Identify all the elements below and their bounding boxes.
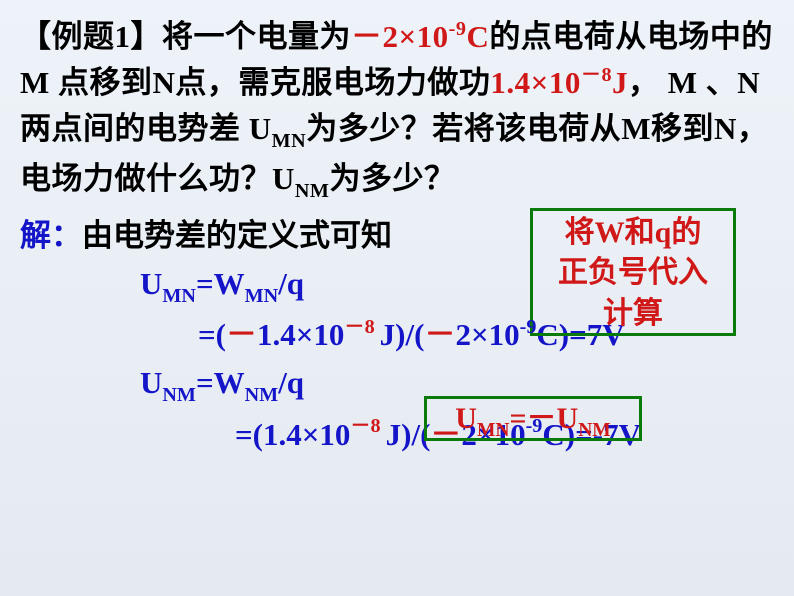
annotation-box-1: 将W和q的 正负号代入 计算 bbox=[530, 208, 736, 336]
solution-block: 将W和q的 正负号代入 计算 UMN=－UNM 解：由电势差的定义式可知 UMN… bbox=[20, 212, 774, 459]
eq2-div: )/( bbox=[395, 317, 424, 352]
eq1-w: =W bbox=[196, 266, 245, 301]
eq4-open: =(1.4×10 bbox=[235, 417, 350, 452]
q-part3c: 为多少？ bbox=[329, 161, 455, 196]
note1-line2: 正负号代入 bbox=[533, 253, 733, 294]
note2-sub1: MN bbox=[477, 420, 510, 441]
unm-sub: NM bbox=[295, 180, 330, 202]
work-unit: J bbox=[612, 65, 628, 100]
eq3-sub1: NM bbox=[162, 384, 196, 406]
eq3-w: =W bbox=[196, 365, 245, 400]
eq3-q: /q bbox=[278, 365, 304, 400]
eq1-sub1: MN bbox=[162, 285, 196, 307]
note2-sub2: NM bbox=[578, 420, 611, 441]
note1-line1: 将W和q的 bbox=[533, 213, 733, 254]
eq1-q: /q bbox=[278, 266, 304, 301]
charge-exp: -9 bbox=[449, 18, 467, 40]
eq3-u: U bbox=[140, 365, 162, 400]
eq2-j: J bbox=[380, 317, 396, 352]
q-part1: 将一个电量为 bbox=[162, 19, 351, 54]
eq-unm-calc: =(1.4×10－8 J)/(－2×10-9C)=-7V bbox=[20, 411, 774, 459]
eq4-j: J bbox=[386, 417, 402, 452]
work-value: 1.4×10 bbox=[490, 65, 580, 100]
eq2-val: 1.4×10 bbox=[257, 317, 344, 352]
work-exp: －8 bbox=[581, 64, 612, 86]
eq4-sup: －8 bbox=[350, 415, 385, 437]
sol-intro: 由电势差的定义式可知 bbox=[82, 218, 392, 253]
note2-eq: = bbox=[509, 402, 526, 435]
eq4-sup2: -9 bbox=[526, 415, 543, 437]
title-bracket: 【例题1】 bbox=[20, 19, 162, 54]
sol-label: 解： bbox=[20, 218, 82, 253]
eq2-open: =( bbox=[198, 317, 226, 352]
eq2-sup: －8 bbox=[344, 316, 379, 338]
note2-u2: U bbox=[557, 402, 579, 435]
charge-value: －2×10 bbox=[351, 19, 449, 54]
eq2-neg1: － bbox=[226, 317, 257, 352]
eq1-sub2: MN bbox=[245, 285, 279, 307]
problem-statement: 【例题1】将一个电量为－2×10-9C的点电荷从电场中的M 点移到N点，需克服电… bbox=[20, 14, 774, 206]
eq1-u: U bbox=[140, 266, 162, 301]
eq2-val2: 2×10 bbox=[455, 317, 519, 352]
umn-sub: MN bbox=[272, 130, 307, 152]
note2-u1: U bbox=[455, 402, 477, 435]
eq2-sup2: -9 bbox=[520, 316, 537, 338]
eq2-neg2: － bbox=[424, 317, 455, 352]
eq3-sub2: NM bbox=[245, 384, 279, 406]
charge-unit: C bbox=[466, 19, 489, 54]
note1-line3: 计算 bbox=[533, 294, 733, 335]
eq-unm: UNM=WNM/q bbox=[20, 359, 774, 410]
